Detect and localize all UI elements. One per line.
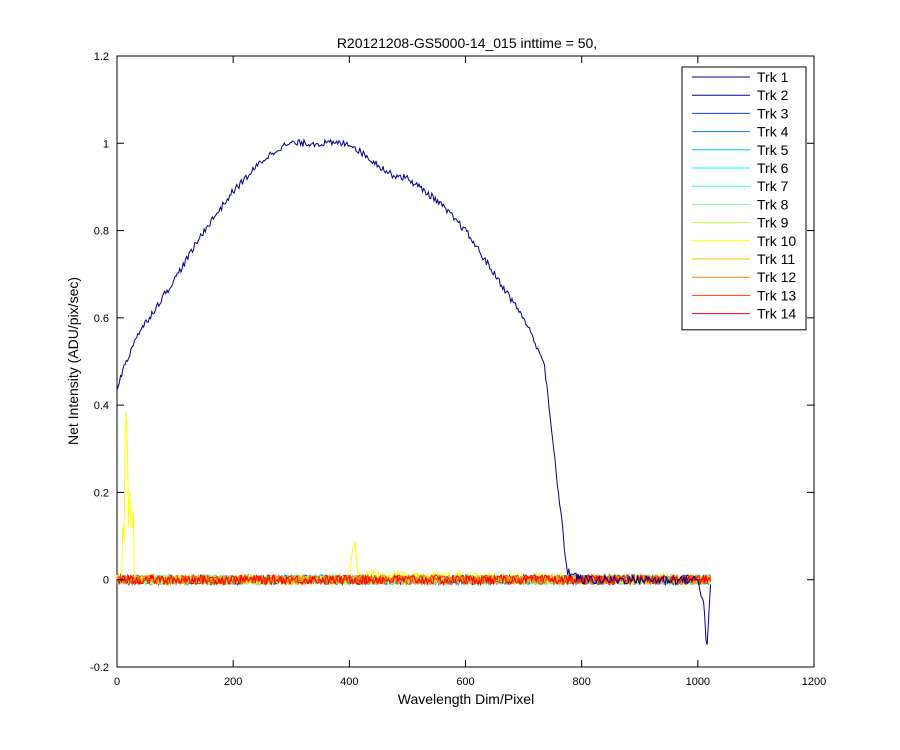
x-tick-label: 400 xyxy=(340,676,358,688)
legend-label: Trk 1 xyxy=(757,69,789,85)
y-tick-label: 0.8 xyxy=(94,226,109,238)
legend-label: Trk 13 xyxy=(757,287,796,303)
x-tick-label: 0 xyxy=(114,676,120,688)
x-tick-label: 600 xyxy=(456,676,474,688)
x-tick-label: 1200 xyxy=(802,676,826,688)
legend-label: Trk 9 xyxy=(757,215,789,231)
axis-ticks: 0 200 400 600 800 1000 1200 -0.2 0 0.2 0.4 0.6 0.8 1 1… xyxy=(90,51,826,688)
x-tick-label: 1000 xyxy=(686,676,710,688)
y-tick-label: 0 xyxy=(103,575,109,587)
legend-label: Trk 7 xyxy=(757,178,789,194)
y-tick-label: -0.2 xyxy=(90,662,109,674)
legend: Trk 1 Trk 2 Trk 3 Trk 4 Trk 5 Trk 6 Trk 7 Trk 8… xyxy=(681,66,807,331)
series-lines xyxy=(116,138,712,645)
legend-box xyxy=(681,66,807,331)
y-tick-label: 0.4 xyxy=(94,400,109,412)
legend-label: Trk 3 xyxy=(757,105,789,121)
chart-title: R20121208-GS5000-14_015 inttime = 50, xyxy=(337,35,597,51)
legend-label: Trk 8 xyxy=(757,196,789,212)
legend-label: Trk 10 xyxy=(757,233,796,249)
legend-label: Trk 6 xyxy=(757,160,789,176)
x-axis-label: Wavelength Dim/Pixel xyxy=(398,691,534,707)
legend-label: Trk 12 xyxy=(757,269,796,285)
y-tick-label: 0.2 xyxy=(94,487,109,499)
y-tick-label: 1.2 xyxy=(94,51,109,63)
legend-label: Trk 4 xyxy=(757,124,789,140)
x-tick-label: 800 xyxy=(572,676,590,688)
legend-label: Trk 5 xyxy=(757,142,789,158)
legend-label: Trk 14 xyxy=(757,306,796,322)
y-tick-label: 0.6 xyxy=(94,313,109,325)
legend-label: Trk 2 xyxy=(757,87,789,103)
y-axis-label: Net Intensity (ADU/pix/sec) xyxy=(65,277,81,445)
series-line-14 xyxy=(116,573,712,587)
y-tick-label: 1 xyxy=(103,138,109,150)
x-tick-label: 200 xyxy=(224,676,242,688)
series-line-1 xyxy=(116,138,712,645)
legend-label: Trk 11 xyxy=(757,251,795,267)
